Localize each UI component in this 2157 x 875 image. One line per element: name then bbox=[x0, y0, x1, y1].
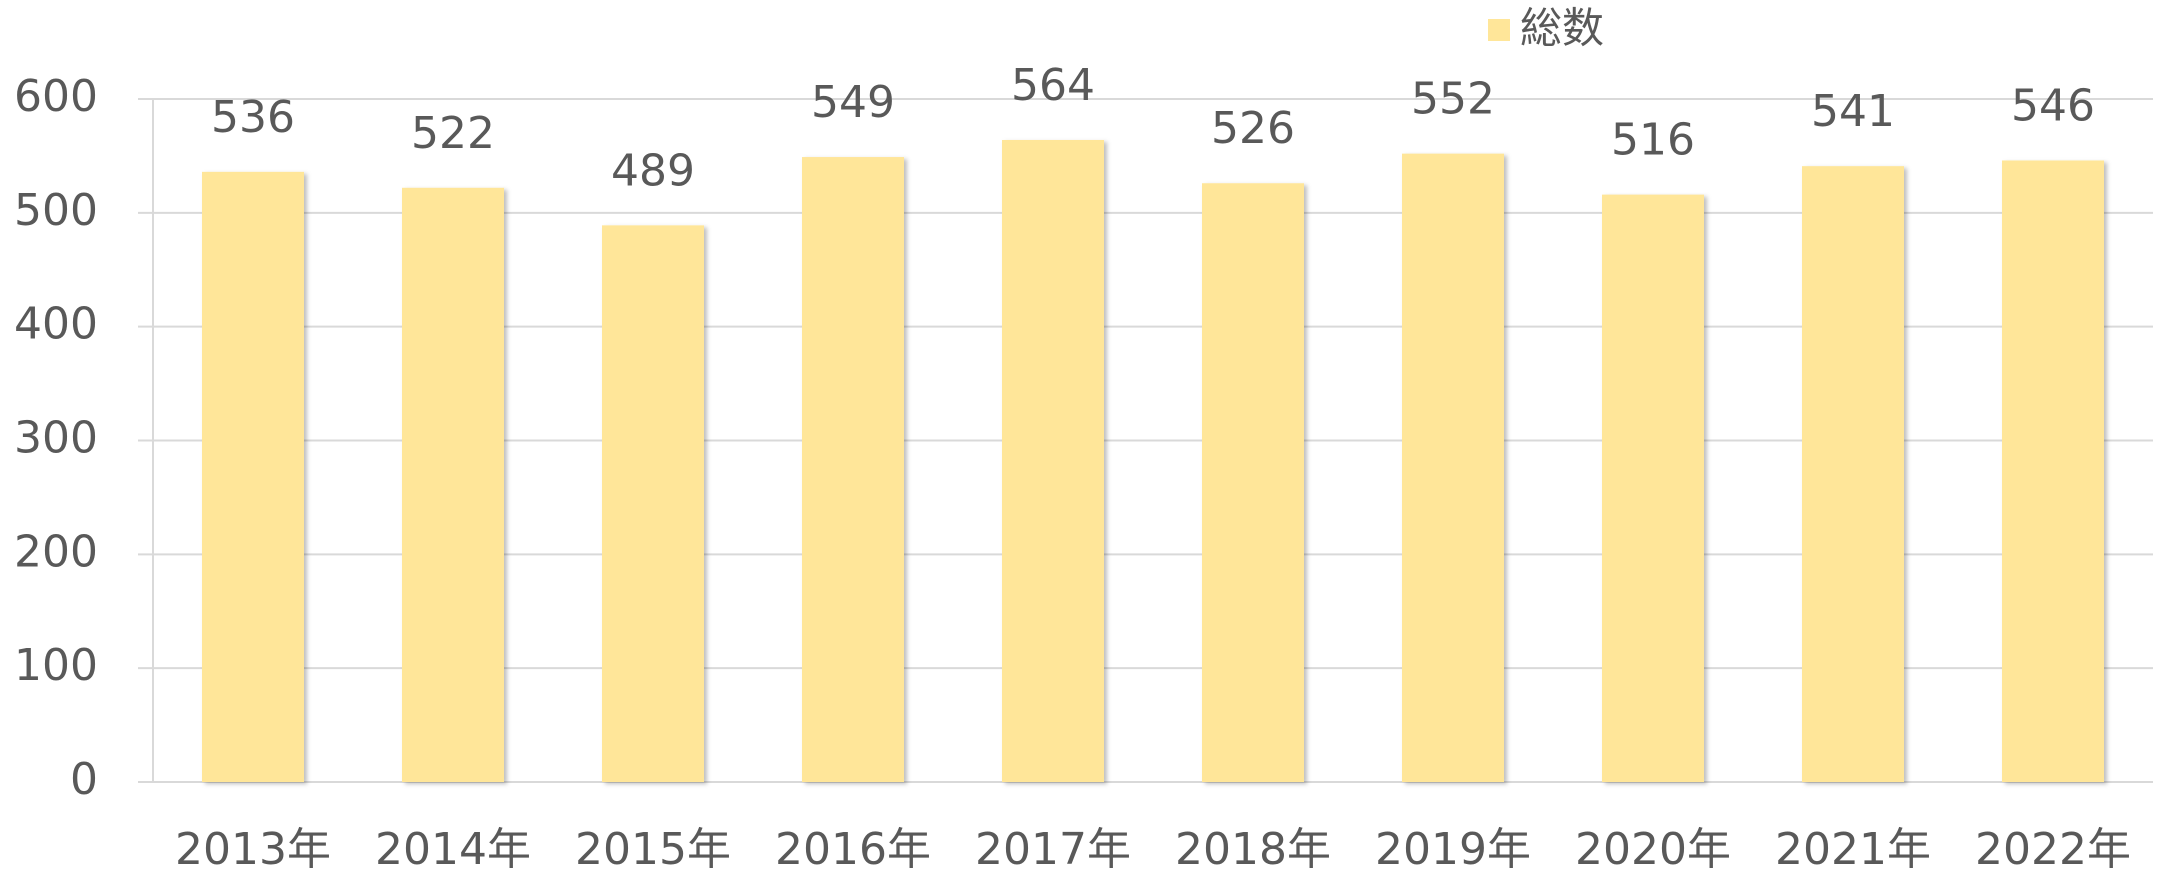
y-tick-label: 600 bbox=[14, 71, 98, 122]
data-label: 522 bbox=[411, 108, 495, 159]
x-tick-label: 2022年 bbox=[1975, 824, 2131, 875]
y-tick-label: 500 bbox=[14, 185, 98, 236]
y-tick-label: 100 bbox=[14, 640, 98, 691]
x-tick-label: 2018年 bbox=[1175, 824, 1331, 875]
bar bbox=[1002, 139, 1104, 783]
x-tick-label: 2015年 bbox=[575, 824, 731, 875]
x-tick-label: 2021年 bbox=[1775, 824, 1931, 875]
x-tick-label: 2016年 bbox=[775, 824, 931, 875]
bar bbox=[1402, 153, 1504, 782]
legend-label: 総数 bbox=[1520, 4, 1604, 53]
bar bbox=[602, 225, 704, 783]
data-label: 526 bbox=[1211, 103, 1295, 154]
bar bbox=[202, 171, 304, 782]
data-label: 564 bbox=[1011, 60, 1095, 111]
y-tick-label: 0 bbox=[70, 754, 98, 805]
x-tick-label: 2019年 bbox=[1375, 824, 1531, 875]
y-tick-label: 300 bbox=[14, 413, 98, 464]
data-label: 536 bbox=[211, 92, 295, 143]
data-label: 541 bbox=[1811, 86, 1895, 137]
bar bbox=[1602, 194, 1704, 782]
legend-swatch bbox=[1488, 19, 1510, 41]
data-label: 552 bbox=[1411, 74, 1495, 125]
x-tick-label: 2020年 bbox=[1575, 824, 1731, 875]
bar bbox=[1802, 166, 1904, 782]
data-label: 549 bbox=[811, 77, 895, 128]
y-tick-label: 200 bbox=[14, 526, 98, 577]
data-label: 546 bbox=[2011, 80, 2095, 131]
data-label: 489 bbox=[611, 145, 695, 196]
bar bbox=[2002, 160, 2104, 783]
y-tick-label: 400 bbox=[14, 299, 98, 350]
bar bbox=[1202, 183, 1304, 782]
x-tick-label: 2017年 bbox=[975, 824, 1131, 875]
bar bbox=[802, 157, 904, 782]
x-tick-label: 2014年 bbox=[375, 824, 531, 875]
bar bbox=[402, 187, 504, 783]
data-label: 516 bbox=[1611, 115, 1695, 166]
x-tick-label: 2013年 bbox=[175, 824, 331, 875]
